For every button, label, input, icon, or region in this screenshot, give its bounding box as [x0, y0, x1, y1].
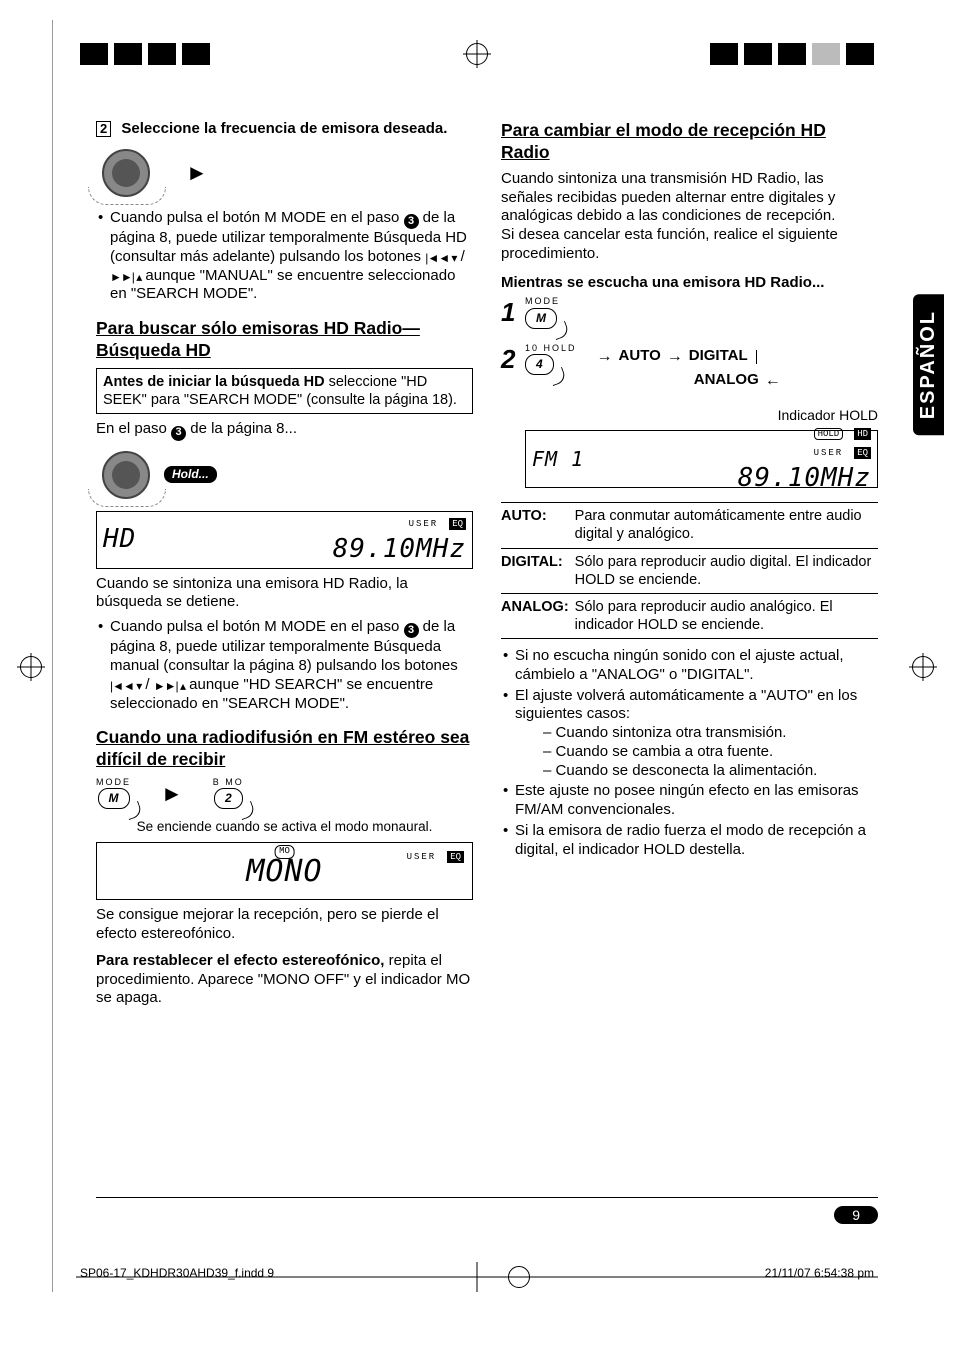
list-item: Si no escucha ningún sonido con el ajust… [515, 647, 878, 685]
paragraph: Para restablecer el efecto estereofónico… [96, 952, 473, 1008]
crosshair-icon [912, 656, 934, 678]
mode-value: Para conmutar automáticamente entre audi… [575, 503, 878, 548]
mode-label: MODE [525, 296, 560, 307]
reg-box [710, 43, 738, 65]
arrow-right-icon: → [597, 347, 613, 367]
display-freq: 89.10MHz [738, 463, 871, 493]
list-item: El ajuste volverá automáticamente a "AUT… [515, 687, 878, 781]
reg-box [744, 43, 772, 65]
heading-buscar: Para buscar sólo emisoras HD Radio—Búsqu… [96, 318, 473, 362]
mode-flow: → AUTO → DIGITAL [597, 347, 878, 367]
list-item: Cuando sintoniza otra transmisión. [543, 724, 878, 743]
indicator-caption: Indicador HOLD [525, 407, 878, 425]
radio-display-mono: MO USER EQ MONO [96, 842, 473, 900]
left-column: 2 Seleccione la frecuencia de emisora de… [96, 120, 473, 1212]
arrow-left-icon: ← [765, 371, 781, 391]
mode-key: ANALOG: [501, 593, 575, 638]
reg-box [778, 43, 806, 65]
next-track-icon: ►►| ▴ [110, 270, 141, 285]
reg-box [80, 43, 108, 65]
preset-2-button-icon: 2 [214, 788, 243, 809]
mo-label: B MO [213, 777, 244, 788]
hold-label: 10 HOLD [525, 343, 577, 354]
page-content: 2 Seleccione la frecuencia de emisora de… [96, 120, 878, 1212]
list-item: Cuando pulsa el botón M MODE en el paso … [110, 209, 473, 304]
reg-box [114, 43, 142, 65]
step-1-row: 1 MODE M [501, 296, 878, 329]
trim-line [52, 20, 53, 1292]
reg-box [148, 43, 176, 65]
mono-caption: Se enciende cuando se activa el modo mon… [96, 819, 473, 836]
list-item: Cuando se cambia a otra fuente. [543, 743, 878, 762]
display-left: HD [103, 523, 136, 556]
right-column: Para cambiar el modo de recepción HD Rad… [501, 120, 878, 1212]
joystick-diagram: ► [96, 143, 266, 203]
table-row: AUTO: Para conmutar automáticamente entr… [501, 503, 878, 548]
circled-number: 3 [404, 623, 419, 638]
mode-table: AUTO: Para conmutar automáticamente entr… [501, 502, 878, 639]
table-row: DIGITAL: Sólo para reproducir audio digi… [501, 548, 878, 593]
note-box: Antes de iniciar la búsqueda HD seleccio… [96, 368, 473, 414]
heading-fm: Cuando una radiodifusión en FM estéreo s… [96, 727, 473, 771]
m-button-icon: M [525, 308, 557, 329]
radio-display: FM 1 HOLD HD USER EQ 89.10MHz [525, 430, 878, 488]
reg-box [182, 43, 210, 65]
paragraph: Cuando sintoniza una transmisión HD Radi… [501, 170, 878, 226]
crosshair-icon [466, 43, 488, 65]
reg-box [846, 43, 874, 65]
display-freq: 89.10MHz [333, 534, 466, 564]
preset-4-button-icon: 4 [525, 354, 554, 375]
paragraph: En el paso 3 de la página 8... [96, 420, 473, 440]
big-step-number: 1 [501, 296, 525, 329]
step-text: Seleccione la frecuencia de emisora dese… [121, 120, 447, 137]
step-2: 2 Seleccione la frecuencia de emisora de… [96, 120, 473, 139]
prev-track-icon: |◄◄ ▾ [425, 251, 456, 266]
hd-indicator: HD [854, 428, 871, 440]
registration-bar [0, 42, 954, 66]
circled-number: 3 [404, 214, 419, 229]
arrow-right-icon: → [667, 347, 683, 367]
page-number: 9 [834, 1206, 878, 1224]
hold-indicator: HOLD [814, 428, 844, 440]
radio-display: HD USER EQ 89.10MHz [96, 511, 473, 569]
circled-number: 3 [171, 426, 186, 441]
language-tab: ESPAÑOL [913, 294, 944, 435]
big-step-number: 2 [501, 343, 525, 376]
display-band: FM 1 [532, 447, 584, 472]
reg-box [812, 43, 840, 65]
list-item: Cuando pulsa el botón M MODE en el paso … [110, 618, 473, 713]
mode-label: MODE [96, 777, 131, 788]
list-item: Si la emisora de radio fuerza el modo de… [515, 822, 878, 860]
heading-cambiar: Para cambiar el modo de recepción HD Rad… [501, 120, 878, 164]
mode-value: Sólo para reproducir audio analógico. El… [575, 593, 878, 638]
mo-indicator: MO [274, 845, 295, 858]
arrow-right-icon: ► [161, 780, 183, 808]
crosshair-icon [508, 1266, 530, 1288]
step-2-row: 2 10 HOLD 4 → AUTO → DIGITAL [501, 343, 878, 495]
hold-label: Hold... [164, 466, 217, 483]
m-button-icon: M [98, 788, 130, 809]
crosshair-icon [20, 656, 42, 678]
table-row: ANALOG: Sólo para reproducir audio analó… [501, 593, 878, 638]
list-item: Este ajuste no posee ningún efecto en la… [515, 782, 878, 820]
list-item: Cuando se desconecta la alimentación. [543, 762, 878, 781]
paragraph: Se consigue mejorar la recepción, pero s… [96, 906, 473, 944]
footer: SP06-17_KDHDR30AHD39_f.indd 9 21/11/07 6… [80, 1266, 874, 1288]
button-flow: MODE M ► B MO 2 [96, 777, 473, 809]
subheading: Mientras se escucha una emisora HD Radio… [501, 274, 878, 293]
mode-flow: ANALOG ← [597, 371, 878, 391]
step-number: 2 [96, 121, 111, 137]
arrow-right-icon: ► [186, 159, 208, 187]
mode-key: DIGITAL: [501, 548, 575, 593]
mode-value: Sólo para reproducir audio digital. El i… [575, 548, 878, 593]
paragraph: Si desea cancelar esta función, realice … [501, 226, 878, 264]
joystick-diagram: Hold... [96, 445, 266, 505]
paragraph: Cuando se sintoniza una emisora HD Radio… [96, 575, 473, 613]
next-track-icon: ►►| ▴ [154, 679, 185, 694]
footer-rule [96, 1197, 878, 1198]
prev-track-icon: |◄◄ ▾ [110, 679, 141, 694]
mode-key: AUTO: [501, 503, 575, 548]
